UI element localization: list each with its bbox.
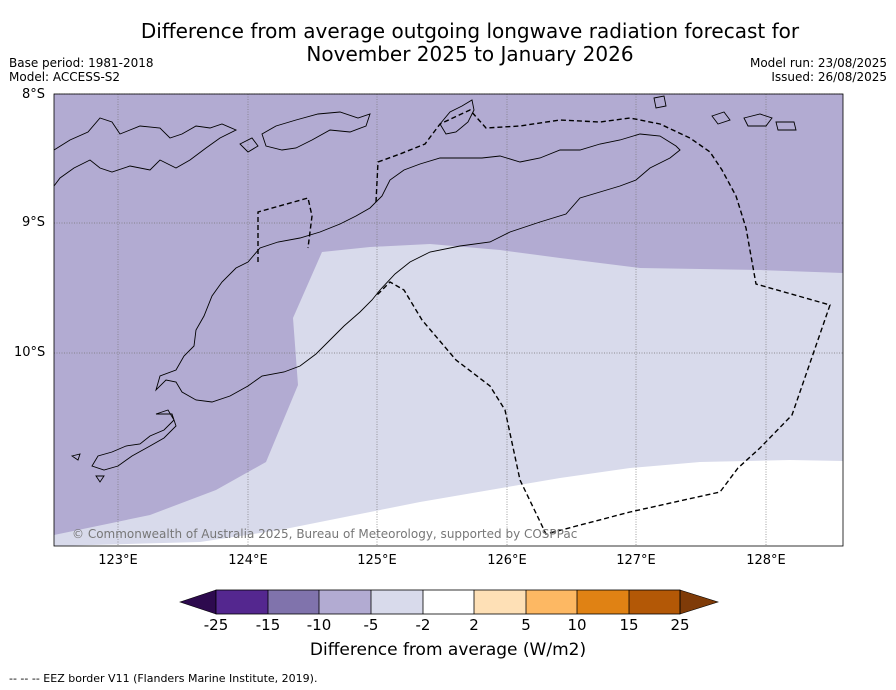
colorbar-bin-9 xyxy=(629,590,680,614)
roti-coastline xyxy=(91,409,177,471)
colorbar-bin-2 xyxy=(268,590,319,614)
model-run: Model run: 23/08/2025 xyxy=(749,56,887,70)
issued-date: Issued: 26/08/2025 xyxy=(771,70,887,84)
colorbar-bin-4 xyxy=(371,590,423,614)
colorbar-tick-label: -25 xyxy=(203,616,229,634)
map-plot-area xyxy=(53,93,844,547)
meta-right: Model run: 23/08/2025 Issued: 26/08/2025 xyxy=(750,56,887,84)
colorbar-bin-5 xyxy=(423,590,474,614)
lat-label-10s: 10°S xyxy=(14,345,46,360)
base-period: Base period: 1981-2018 xyxy=(9,56,154,70)
eez-border xyxy=(257,109,831,535)
kisar-coastline xyxy=(653,95,667,109)
colorbar-bin-8 xyxy=(577,590,629,614)
copyright-notice: © Commonwealth of Australia 2025, Bureau… xyxy=(72,527,578,541)
anomaly-region-medium xyxy=(54,94,843,535)
map-frame xyxy=(53,93,844,547)
title-line-2: November 2025 to January 2026 xyxy=(306,42,634,66)
pantar-coastline xyxy=(239,137,259,153)
colorbar-tick-label: 2 xyxy=(469,616,479,634)
wetar-coastline xyxy=(439,99,475,135)
coastlines xyxy=(53,95,797,483)
colorbar-tick-label: -5 xyxy=(363,616,379,634)
colorbar-tick-label: 5 xyxy=(521,616,531,634)
colorbar-tick-label: 10 xyxy=(567,616,587,634)
colorbar-tick-label: 15 xyxy=(619,616,639,634)
alor-coastline xyxy=(261,111,371,151)
flores-coastline xyxy=(53,117,238,187)
meta-left: Base period: 1981-2018 Model: ACCESS-S2 xyxy=(9,56,154,84)
model-name: Model: ACCESS-S2 xyxy=(9,70,121,84)
title-line-1: Difference from average outgoing longwav… xyxy=(140,19,800,43)
timor-coastline xyxy=(155,133,681,403)
lon-label-125e: 125°E xyxy=(357,553,397,568)
colorbar-bin-3 xyxy=(319,590,371,614)
eez-footnote: -- -- -- EEZ border V11 (Flanders Marine… xyxy=(9,672,318,685)
colorbar-title: Difference from average (W/m2) xyxy=(309,640,587,660)
lat-label-9s: 9°S xyxy=(22,215,46,230)
colorbar-tick-label: 25 xyxy=(670,616,690,634)
colorbar-tick-label: -15 xyxy=(255,616,281,634)
colorbar-bin-1 xyxy=(216,590,268,614)
colorbar-under-arrow xyxy=(179,589,217,615)
sawu-coastline xyxy=(70,453,105,483)
moa-coastline xyxy=(743,113,773,127)
lon-label-127e: 127°E xyxy=(616,553,656,568)
lon-label-123e: 123°E xyxy=(98,553,138,568)
colorbar-tick-label: -2 xyxy=(415,616,431,634)
lon-label-124e: 124°E xyxy=(228,553,268,568)
colorbar-frame xyxy=(215,589,681,615)
colorbar-bin-6 xyxy=(474,590,526,614)
lon-label-128e: 128°E xyxy=(746,553,786,568)
colorbar-bin-7 xyxy=(526,590,577,614)
colorbar xyxy=(179,589,719,615)
map-title: Difference from average outgoing longwav… xyxy=(90,20,850,66)
colorbar-over-arrow xyxy=(679,589,719,615)
colorbar-tick-label: -10 xyxy=(306,616,332,634)
lakor-coastline xyxy=(775,121,797,131)
lat-label-8s: 8°S xyxy=(22,87,46,102)
leti-coastline xyxy=(711,111,731,125)
lon-label-126e: 126°E xyxy=(487,553,527,568)
